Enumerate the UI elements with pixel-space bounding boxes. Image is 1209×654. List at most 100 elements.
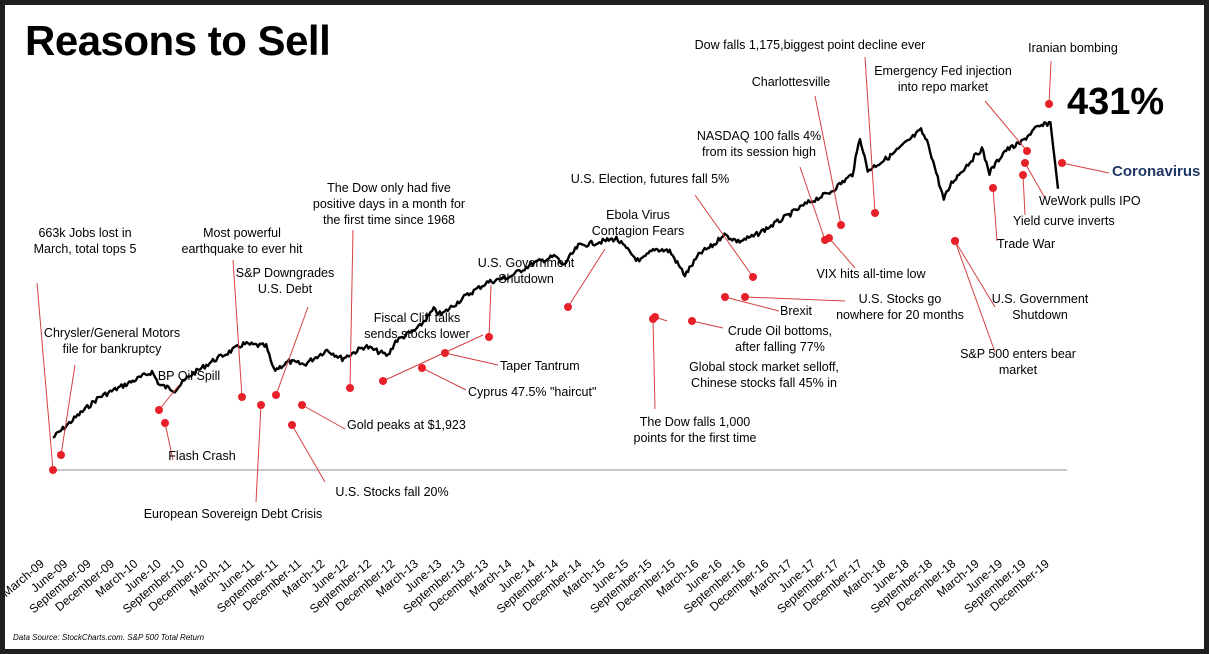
event-leader-line — [799, 166, 826, 241]
event-label-line: Brexit — [780, 304, 812, 318]
event-label-line: the first time since 1968 — [323, 213, 455, 227]
event-marker — [871, 209, 879, 217]
event-label: VIX hits all-time low — [816, 267, 926, 281]
event-label: Trade War — [997, 237, 1055, 251]
event-label-line: after falling 77% — [735, 340, 825, 354]
event-leader-line — [60, 364, 76, 456]
event-label-line: WeWork pulls IPO — [1039, 194, 1141, 208]
event-label: 663k Jobs lost in March, total tops 5 — [34, 226, 137, 256]
event-label-line: Shutdown — [1012, 308, 1068, 322]
event-marker — [1045, 100, 1053, 108]
event-label-line: Ebola Virus — [606, 208, 670, 222]
event-label-line: U.S. Election, futures fall 5% — [571, 172, 729, 186]
event-leader-line — [691, 320, 724, 329]
event-marker — [651, 313, 659, 321]
event-marker — [721, 293, 729, 301]
event-leader-line — [421, 367, 467, 391]
event-label: Emergency Fed injection into repo market — [874, 64, 1012, 94]
event-label-line: Cyprus 47.5% "haircut" — [468, 385, 596, 399]
event-label-line: Emergency Fed injection — [874, 64, 1012, 78]
event-leader-line — [1024, 162, 1046, 199]
event-marker — [837, 221, 845, 229]
event-label-line: nowhere for 20 months — [836, 308, 964, 322]
chart-panel: March-09 June-09 September-09 December-09 Ma… — [5, 5, 1204, 649]
event-leader-line — [992, 187, 998, 242]
event-leader-line — [864, 56, 876, 214]
event-marker — [57, 451, 65, 459]
event-label-line: VIX hits all-time low — [816, 267, 926, 281]
event-label-line: Dow falls 1,175,biggest point decline ev… — [695, 38, 926, 52]
event-label-line: positive days in a month for — [313, 197, 465, 211]
event-leader-line — [1061, 162, 1110, 174]
event-leader-line — [488, 284, 492, 338]
event-leader-line — [694, 194, 754, 278]
event-leader-line — [984, 100, 1028, 152]
event-marker — [379, 377, 387, 385]
event-label: Global stock market selloff, Chinese stoc… — [689, 360, 839, 390]
event-label: Iranian bombing — [1028, 41, 1118, 55]
event-label-line: Flash Crash — [168, 449, 235, 463]
event-label-line: The Dow falls 1,000 — [640, 415, 751, 429]
event-leader-line — [652, 318, 656, 410]
event-label-line: market — [999, 363, 1038, 377]
event-label-line: file for bankruptcy — [63, 342, 162, 356]
event-label-line: Yield curve inverts — [1013, 214, 1115, 228]
event-label-line: The Dow only had five — [327, 181, 451, 195]
event-marker — [49, 466, 57, 474]
event-marker — [485, 333, 493, 341]
event-label-line: Trade War — [997, 237, 1055, 251]
event-label: Dow falls 1,175,biggest point decline ev… — [695, 38, 926, 52]
event-marker — [825, 234, 833, 242]
event-label-line: from its session high — [702, 145, 816, 159]
event-marker — [1058, 159, 1066, 167]
event-label-line: Taper Tantrum — [500, 359, 580, 373]
chart-area: March-09June-09September-09December-09Ma… — [5, 38, 1200, 616]
event-marker — [418, 364, 426, 372]
event-leader-line — [36, 282, 54, 471]
event-label: Chrysler/General Motors file for bankrupt… — [44, 326, 180, 356]
event-label: Yield curve inverts — [1013, 214, 1115, 228]
event-label: European Sovereign Debt Crisis — [144, 507, 323, 521]
event-leader-line — [275, 306, 309, 396]
event-marker — [298, 401, 306, 409]
event-label: U.S. Stocks fall 20% — [335, 485, 448, 499]
event-leader-line — [954, 240, 996, 353]
event-label-line: Iranian bombing — [1028, 41, 1118, 55]
event-marker — [688, 317, 696, 325]
event-marker — [749, 273, 757, 281]
event-label-line: Chrysler/General Motors — [44, 326, 180, 340]
event-label: Flash Crash — [168, 449, 235, 463]
event-label-line: European Sovereign Debt Crisis — [144, 507, 323, 521]
event-label-line: 663k Jobs lost in — [38, 226, 131, 240]
event-leader-line — [255, 404, 262, 503]
event-label-line: Shutdown — [498, 272, 554, 286]
event-label-line: Fiscal Cliff talks — [374, 311, 461, 325]
event-leader-line — [724, 296, 780, 312]
event-marker — [1021, 159, 1029, 167]
event-label: Ebola Virus Contagion Fears — [592, 208, 684, 238]
event-leader-line — [164, 422, 174, 461]
event-label-line: March, total tops 5 — [34, 242, 137, 256]
event-marker — [161, 419, 169, 427]
event-leader-line — [1022, 174, 1026, 216]
event-label-line: S&P Downgrades — [236, 266, 334, 280]
event-label-line: NASDAQ 100 falls 4% — [697, 129, 821, 143]
event-leader-line — [158, 384, 180, 411]
event-label: WeWork pulls IPO — [1039, 194, 1141, 208]
event-leader-line — [291, 424, 326, 483]
event-label: BP Oil Spill — [158, 369, 220, 383]
event-label: U.S. Election, futures fall 5% — [571, 172, 729, 186]
event-leader-line — [954, 240, 996, 308]
event-leader-line — [1048, 60, 1052, 105]
event-marker — [257, 401, 265, 409]
event-label: NASDAQ 100 falls 4% from its session high — [697, 129, 821, 159]
sp500-line — [52, 121, 1060, 439]
event-marker — [1019, 171, 1027, 179]
event-marker — [989, 184, 997, 192]
event-label-line: S&P 500 enters bear — [960, 347, 1076, 361]
event-label: The Dow only had five positive days in a … — [313, 181, 465, 227]
event-label: U.S. Government Shutdown — [992, 292, 1089, 322]
event-label-line: Charlottesville — [752, 75, 831, 89]
event-marker — [272, 391, 280, 399]
event-marker — [155, 406, 163, 414]
